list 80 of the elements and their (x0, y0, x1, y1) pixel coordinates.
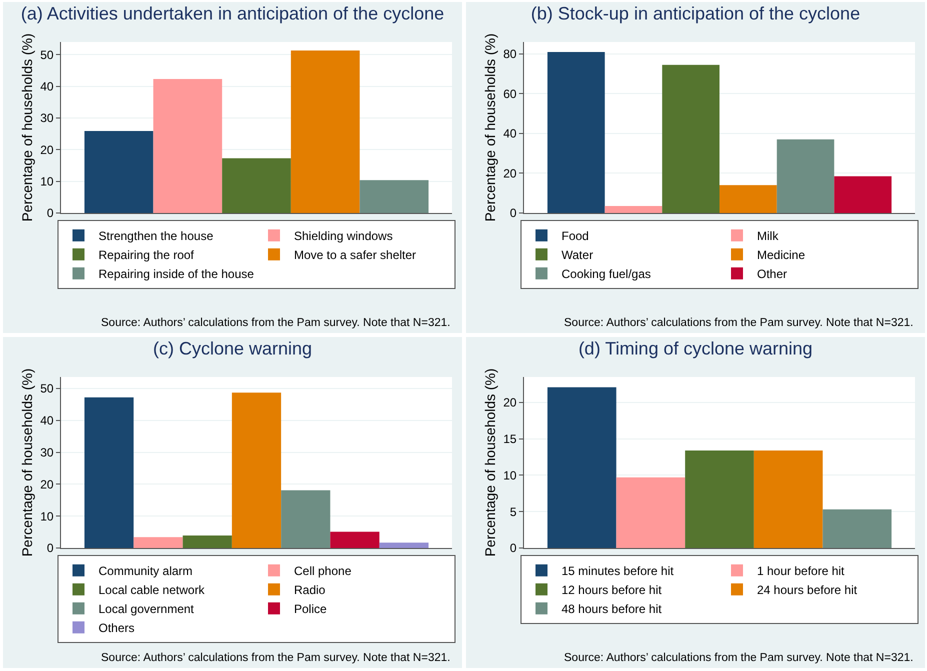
y-tick-label: 80 (503, 47, 517, 62)
y-tick-label: 0 (510, 206, 517, 220)
y-tick-label: 50 (40, 48, 54, 62)
source-note: Source: Authors’ calculations from the Pam survey. Note that N=321. (101, 652, 450, 664)
bar (232, 392, 282, 548)
bar (776, 139, 834, 213)
bar (604, 206, 662, 213)
y-tick-label: 20 (40, 142, 54, 157)
chart-title: (a) Activities undertaken in anticipation of the cyclone (20, 4, 444, 24)
bar (834, 176, 892, 213)
bar (662, 64, 720, 213)
y-tick-label: 20 (503, 396, 517, 410)
source-note: Source: Authors’ calculations from the Pam survey. Note that N=321. (564, 317, 914, 329)
y-tick-label: 0 (46, 206, 54, 220)
bar (222, 158, 291, 213)
legend-label: 48 hours before hit (562, 602, 662, 616)
y-axis-title: Percentage of households (%) (18, 33, 35, 222)
legend-label: Cooking fuel/gas (562, 267, 651, 282)
bar (182, 536, 232, 548)
legend-label: Other (757, 267, 788, 282)
legend-label: Radio (294, 583, 326, 598)
chart-title: (d) Timing of cyclone warning (578, 338, 813, 359)
y-tick-label: 0 (46, 541, 54, 556)
bar (84, 130, 154, 213)
y-tick-label: 5 (510, 504, 517, 519)
legend-label: Shielding windows (294, 229, 393, 244)
bar (547, 52, 605, 213)
legend-label: Water (562, 248, 594, 262)
legend-label: Repairing the roof (98, 248, 195, 262)
y-tick-label: 10 (40, 174, 54, 189)
y-axis-title: Percentage of households (%) (482, 368, 498, 557)
source-note: Source: Authors’ calculations from the Pam survey. Note that N=321. (101, 317, 450, 329)
legend-label: Move to a safer shelter (294, 248, 416, 262)
bar (616, 477, 686, 548)
y-tick-label: 15 (503, 432, 517, 446)
bar (360, 180, 429, 213)
y-tick-label: 60 (503, 86, 517, 101)
y-tick-label: 20 (503, 166, 517, 180)
y-tick-label: 30 (40, 445, 54, 460)
legend-label: Local cable network (98, 583, 206, 598)
y-axis-title: Percentage of households (%) (482, 33, 498, 222)
y-tick-label: 40 (40, 414, 54, 428)
legend-label: 1 hour before hit (757, 564, 846, 578)
y-tick-label: 10 (503, 468, 517, 482)
chart-title: (c) Cyclone warning (152, 338, 312, 359)
bar (281, 490, 330, 548)
y-tick-label: 20 (40, 477, 54, 492)
legend-label: Others (98, 621, 135, 636)
bar (153, 79, 222, 213)
source-note: Source: Authors’ calculations from the Pam survey. Note that N=321. (564, 652, 914, 664)
legend-label: Repairing inside of the house (98, 267, 254, 282)
y-tick-label: 30 (40, 111, 54, 126)
y-tick-label: 40 (503, 126, 517, 141)
legend-label: Milk (757, 229, 780, 244)
legend-label: 12 hours before hit (562, 583, 662, 598)
bar (754, 450, 823, 548)
legend-label: Cell phone (294, 564, 352, 578)
bar (330, 532, 380, 548)
legend-label: Strengthen the house (98, 229, 214, 244)
bar (547, 387, 616, 548)
legend-label: Medicine (757, 248, 806, 262)
y-tick-label: 40 (40, 80, 54, 94)
y-tick-label: 10 (40, 509, 54, 524)
bar (685, 450, 754, 548)
bar (379, 542, 429, 548)
y-axis-title: Percentage of households (%) (18, 368, 35, 557)
bar (822, 509, 892, 548)
legend-label: Local government (98, 602, 195, 616)
bar (134, 537, 183, 548)
legend-label: Food (562, 229, 589, 244)
bar (720, 185, 777, 213)
y-tick-label: 50 (40, 382, 54, 396)
legend-label: 24 hours before hit (757, 583, 858, 598)
legend-label: Community alarm (98, 564, 193, 578)
chart-title: (b) Stock-up in anticipation of the cyclone (530, 4, 860, 24)
bar (84, 397, 134, 548)
legend-label: 15 minutes before hit (562, 564, 674, 578)
legend-label: Police (294, 602, 328, 616)
bar (290, 50, 360, 213)
y-tick-label: 0 (510, 541, 517, 556)
